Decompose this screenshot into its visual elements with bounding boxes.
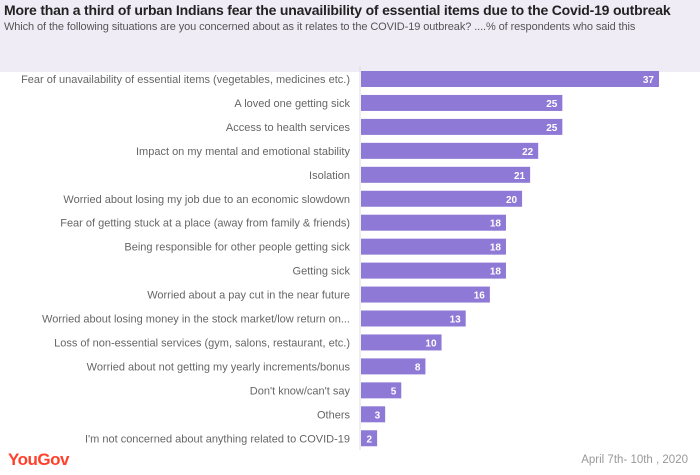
bar: [361, 382, 402, 399]
value-label: 8: [415, 362, 421, 373]
value-label: 25: [546, 99, 558, 110]
value-label: 10: [425, 338, 437, 349]
bar: [361, 94, 563, 111]
chart-title: More than a third of urban Indians fear …: [4, 2, 671, 18]
survey-date: April 7th- 10th , 2020: [581, 454, 688, 466]
value-label: 25: [546, 123, 558, 134]
category-label: Worried about losing my job due to an ec…: [63, 194, 350, 206]
category-label: A loved one getting sick: [234, 98, 350, 110]
category-label: Isolation: [309, 170, 350, 182]
category-label: Loss of non-essential services (gym, sal…: [54, 337, 350, 349]
category-label: Fear of unavailability of essential item…: [21, 74, 350, 86]
header: More than a third of urban Indians fear …: [0, 0, 700, 72]
category-label: Others: [317, 409, 351, 421]
value-label: 16: [474, 291, 486, 302]
bar: [361, 358, 426, 375]
bar: [361, 214, 506, 231]
category-label: Worried about not getting my yearly incr…: [87, 361, 351, 373]
value-label: 21: [514, 171, 526, 182]
bar: [361, 406, 386, 423]
category-label: Being responsible for other people getti…: [124, 242, 350, 254]
category-label: I'm not concerned about anything related…: [85, 433, 350, 445]
value-label: 18: [490, 267, 502, 278]
yougov-logo: YouGov: [8, 450, 69, 469]
category-label: Access to health services: [226, 122, 351, 134]
bar: [361, 118, 563, 135]
bar: [361, 430, 378, 447]
category-label: Getting sick: [293, 266, 351, 278]
category-label: Fear of getting stuck at a place (away f…: [60, 218, 350, 230]
bar: [361, 71, 659, 87]
bar: [361, 334, 442, 351]
bar: [361, 190, 523, 207]
value-label: 5: [391, 386, 397, 397]
bar: [361, 310, 466, 327]
value-label: 13: [450, 315, 462, 326]
bar: [361, 262, 506, 279]
value-label: 2: [367, 434, 373, 445]
value-label: 3: [375, 410, 381, 421]
bar: [361, 166, 531, 183]
value-label: 22: [522, 147, 534, 158]
category-label: Impact on my mental and emotional stabil…: [136, 146, 350, 158]
value-label: 20: [506, 195, 518, 206]
category-label: Worried about a pay cut in the near futu…: [147, 290, 350, 302]
value-label: 18: [490, 219, 502, 230]
bar: [361, 286, 490, 303]
category-label: Don't know/can't say: [250, 385, 351, 397]
bar: [361, 238, 506, 255]
chart-subtitle: Which of the following situations are yo…: [4, 21, 636, 33]
category-label: Worried about losing money in the stock …: [42, 314, 350, 326]
value-label: 37: [643, 75, 655, 86]
value-label: 18: [490, 243, 502, 254]
bar: [361, 142, 539, 159]
